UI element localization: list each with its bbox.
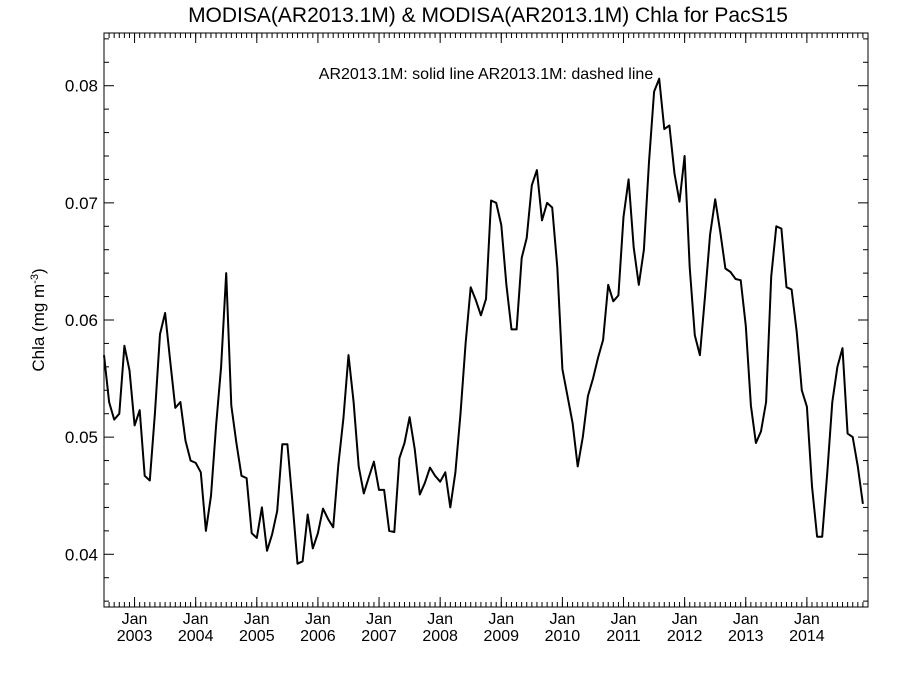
x-tick-label-month: Jan: [550, 611, 576, 628]
y-tick-label: 0.05: [65, 428, 98, 447]
series-lines: [103, 77, 864, 565]
x-tick-label-year: 2009: [483, 628, 519, 645]
x-tick-label-year: 2006: [300, 628, 336, 645]
legend-text: AR2013.1M: solid line AR2013.1M: dashed …: [319, 66, 654, 83]
y-axis-label-superscript: -3: [29, 274, 41, 284]
x-tick-label-month: Jan: [672, 611, 698, 628]
x-tick-label-year: 2007: [361, 628, 397, 645]
x-tick-label-month: Jan: [733, 611, 759, 628]
y-tick-label: 0.07: [65, 194, 98, 213]
x-tick-label-month: Jan: [366, 611, 392, 628]
y-tick-labels: 0.04 0.05 0.06 0.07 0.08: [65, 77, 98, 565]
x-tick-label-month: Jan: [183, 611, 209, 628]
x-tick-label-year: 2014: [789, 628, 825, 645]
x-tick-label-month: Jan: [305, 611, 331, 628]
y-tick-label: 0.08: [65, 77, 98, 96]
axis-ticks: [104, 33, 868, 607]
y-axis-label-close: ): [29, 268, 48, 274]
x-tick-label-month: Jan: [794, 611, 820, 628]
x-tick-label-year: 2008: [422, 628, 458, 645]
y-tick-label: 0.04: [65, 545, 98, 564]
x-tick-label-month: Jan: [427, 611, 453, 628]
x-tick-label-year: 2012: [667, 628, 703, 645]
chart-title: MODISA(AR2013.1M) & MODISA(AR2013.1M) Ch…: [188, 4, 788, 27]
x-tick-labels: Jan2003Jan2004Jan2005Jan2006Jan2007Jan20…: [117, 611, 825, 645]
y-tick-label: 0.06: [65, 311, 98, 330]
x-tick-label-year: 2004: [178, 628, 214, 645]
x-tick-label-month: Jan: [611, 611, 637, 628]
x-tick-label-year: 2010: [545, 628, 581, 645]
x-tick-label-month: Jan: [488, 611, 514, 628]
x-tick-label-year: 2005: [239, 628, 275, 645]
x-tick-label-year: 2003: [117, 628, 153, 645]
y-axis-label: Chla (mg m-3): [29, 268, 48, 371]
x-tick-label-month: Jan: [122, 611, 148, 628]
x-tick-label-year: 2011: [606, 628, 641, 645]
x-tick-label-year: 2013: [728, 628, 764, 645]
x-tick-label-month: Jan: [244, 611, 270, 628]
series-line-solid: [103, 77, 864, 565]
y-axis-label-main: Chla (mg m: [29, 284, 48, 372]
plot-frame: [103, 32, 869, 608]
